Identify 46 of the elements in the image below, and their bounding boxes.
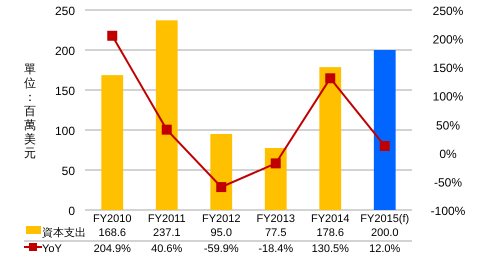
y-axis-title: 單位：百萬美元 — [24, 62, 36, 160]
bar — [374, 50, 396, 210]
x-tick-label: FY2011 — [148, 213, 186, 225]
y-tick-label: 150 — [54, 84, 76, 98]
y2-tick-label: 150% — [432, 61, 464, 76]
point — [380, 141, 390, 151]
x-tick-label: FY2013 — [256, 213, 296, 225]
point — [216, 182, 226, 192]
bar — [210, 134, 232, 210]
data-label: 168.6 — [98, 227, 126, 239]
bar — [156, 20, 178, 210]
data-label: -18.4% — [258, 243, 294, 255]
data-label: 200.0 — [370, 227, 399, 239]
data-label: 204.9% — [94, 243, 132, 255]
point — [325, 73, 336, 84]
data-label: 237.1 — [152, 227, 181, 239]
bar — [319, 67, 342, 210]
data-label: 95.0 — [210, 227, 232, 239]
point — [270, 158, 281, 168]
y-tick-label: 100 — [54, 124, 76, 138]
y-tick-label: 0 — [68, 204, 76, 218]
legend-label: YoY — [42, 243, 62, 255]
y-tick-label: 250 — [54, 4, 76, 18]
y2-tick-label: 0% — [439, 146, 457, 161]
x-tick-label: FY2010 — [92, 213, 132, 225]
y2-tick-label: -50% — [434, 175, 462, 190]
bar — [101, 75, 124, 210]
point — [162, 124, 172, 135]
data-label: 40.6% — [151, 243, 183, 255]
data-label: 77.5 — [265, 227, 286, 239]
x-tick-label: FY2015(f) — [360, 213, 410, 225]
y2-tick-label: 200% — [432, 32, 464, 47]
data-label: 12.0% — [369, 243, 401, 255]
y2-tick-label: 50% — [436, 118, 460, 132]
legend-label: 資本支出 — [42, 226, 86, 239]
y-tick-label: 200 — [54, 44, 76, 58]
data-label: -59.9% — [204, 243, 239, 255]
x-tick-label: FY2012 — [202, 213, 241, 225]
x-tick-label: FY2014 — [310, 213, 350, 225]
data-label: 130.5% — [312, 243, 350, 255]
y2-tick-label: 100% — [432, 90, 464, 104]
y2-tick-label: 250% — [432, 4, 464, 18]
y-tick-label: 50 — [62, 164, 76, 178]
data-label: 178.6 — [316, 227, 344, 239]
y2-tick-label: -100% — [430, 204, 466, 218]
point — [107, 30, 118, 41]
